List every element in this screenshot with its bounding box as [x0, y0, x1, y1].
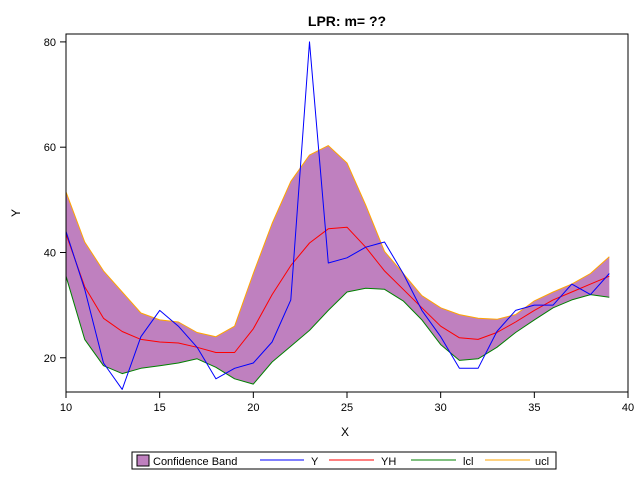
- series-line-ucl: [65, 145, 610, 338]
- x-tick-label: 25: [341, 402, 353, 414]
- y-axis-label: Y: [9, 209, 23, 217]
- legend: Confidence Band Y YH lcl ucl: [131, 451, 557, 470]
- legend-label-band: Confidence Band: [153, 456, 237, 468]
- series-lines-layer: [65, 41, 610, 390]
- series-line-yh: [65, 226, 610, 353]
- legend-label-lcl: lcl: [463, 456, 473, 468]
- y-tick-label: 20: [44, 353, 56, 365]
- series-line-y: [65, 41, 610, 390]
- y-tick-label: 80: [44, 37, 56, 49]
- x-tick-label: 15: [154, 402, 166, 414]
- legend-band-swatch: [136, 454, 150, 467]
- legend-label-y: Y: [311, 456, 319, 468]
- x-tick-label: 10: [60, 402, 72, 414]
- series-line-lcl: [65, 276, 610, 385]
- x-tick-label: 40: [622, 402, 634, 414]
- y-axis: 20 40 60 80: [44, 37, 66, 365]
- y-tick-label: 60: [44, 142, 56, 154]
- x-axis: 10 15 20 25 30 35 40: [60, 392, 634, 414]
- chart-title: LPR: m= ??: [308, 13, 386, 29]
- legend-label-ucl: ucl: [535, 456, 549, 468]
- y-tick-label: 40: [44, 247, 56, 259]
- confidence-band-layer: [66, 145, 610, 385]
- legend-label-yh: YH: [381, 456, 396, 468]
- x-tick-label: 30: [435, 402, 447, 414]
- x-tick-label: 20: [247, 402, 259, 414]
- x-tick-label: 35: [528, 402, 540, 414]
- x-axis-label: X: [341, 425, 349, 439]
- confidence-band-area: [66, 145, 610, 385]
